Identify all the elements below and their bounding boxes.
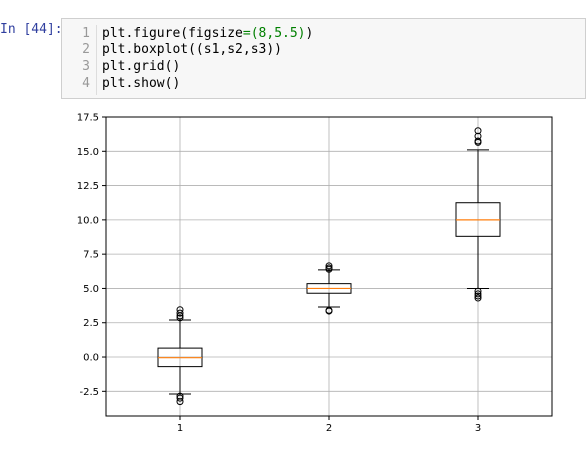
code-token: plt.show() xyxy=(102,76,181,91)
flier xyxy=(325,307,333,315)
code-token: = xyxy=(242,26,251,41)
code-line[interactable]: plt.boxplot((s1,s2,s3)) xyxy=(102,42,282,57)
y-tick-label: 12.5 xyxy=(77,181,99,192)
flier xyxy=(176,394,184,402)
flier xyxy=(474,294,482,302)
code-token: plt.grid() xyxy=(102,59,181,74)
y-tick-label: -2.5 xyxy=(79,387,99,398)
code-token: plt.boxplot((s1,s2,s3)) xyxy=(102,42,283,57)
code-line[interactable]: plt.show() xyxy=(102,76,180,91)
flier xyxy=(176,312,184,320)
y-tick-label: 15.0 xyxy=(77,147,99,158)
y-tick-label: 10.0 xyxy=(77,215,99,226)
boxplot-chart: -2.5 0.0 2.5 5.0 7.5 10.0 12.5 15.0 17.5 1 2 3 xyxy=(77,113,553,434)
code-line[interactable]: plt.grid() xyxy=(102,59,180,74)
code-token: ) xyxy=(305,26,314,41)
flier xyxy=(176,392,184,400)
y-tick-label: 0.0 xyxy=(83,353,99,364)
cell-prompt: In [44]: xyxy=(0,22,63,37)
y-tick-label: 17.5 xyxy=(77,113,99,124)
flier xyxy=(474,138,482,146)
code-token: (8,5.5) xyxy=(250,26,306,41)
cell-output: -2.5 0.0 2.5 5.0 7.5 10.0 12.5 15.0 17.5 1 2 3 xyxy=(61,100,586,453)
line-number: 4 xyxy=(82,76,90,91)
code-line[interactable]: plt.figure(figsize=(8,5.5)) xyxy=(102,26,313,41)
line-number: 2 xyxy=(82,42,90,57)
flier xyxy=(176,398,184,406)
flier xyxy=(176,314,184,322)
flier xyxy=(474,287,482,295)
line-number: 1 xyxy=(82,26,90,41)
y-tick-label: 7.5 xyxy=(83,250,99,261)
flier xyxy=(474,127,482,135)
line-number: 3 xyxy=(82,59,90,74)
flier xyxy=(474,292,482,300)
flier xyxy=(176,309,184,317)
x-tick-label: 3 xyxy=(475,423,481,434)
x-tick-label: 2 xyxy=(326,423,332,434)
x-tick-label: 1 xyxy=(177,423,183,434)
flier xyxy=(325,262,333,270)
code-token: plt.figure(figsize xyxy=(102,26,243,41)
flier xyxy=(325,265,333,273)
y-tick-label: 5.0 xyxy=(83,284,99,295)
flier xyxy=(474,290,482,298)
y-tick-label: 2.5 xyxy=(83,318,99,329)
